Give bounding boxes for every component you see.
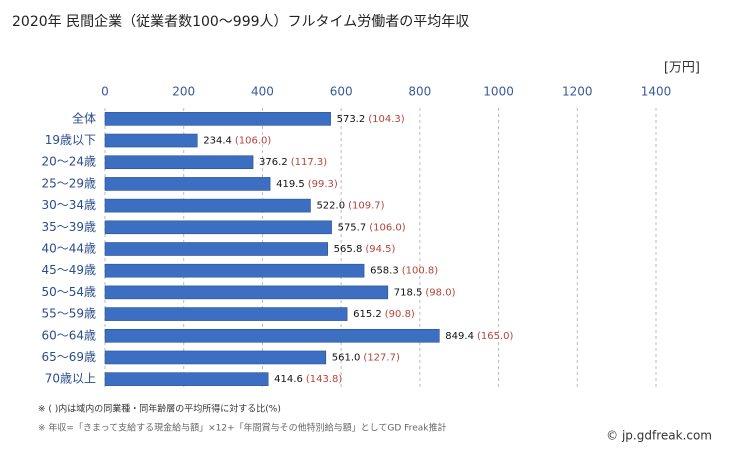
ratio-label: (94.5): [365, 244, 395, 255]
ratio-label: (106.0): [235, 136, 272, 147]
x-tick-label: 1200: [562, 85, 593, 99]
bar: [104, 220, 332, 235]
y-tick-label: 35～39歳: [41, 220, 96, 234]
y-tick-label: 30～34歳: [41, 198, 96, 212]
bar: [104, 198, 311, 213]
bar: [104, 177, 271, 191]
y-tick-label: 25～29歳: [41, 176, 96, 190]
chart-title: 2020年 民間企業（従業者数100～999人）フルタイム労働者の平均年収: [12, 13, 469, 30]
y-tick-label: 全体: [72, 110, 96, 125]
value-label: 615.2: [353, 309, 382, 320]
x-tick-label: 0: [101, 85, 109, 99]
ratio-label: (106.0): [369, 222, 406, 233]
ratio-label: (99.3): [308, 179, 338, 190]
x-tick-label: 600: [330, 85, 353, 99]
value-label: 419.5: [276, 179, 305, 190]
y-tick-label: 70歳以上: [45, 372, 96, 386]
bar: [104, 263, 365, 278]
ratio-label: (127.7): [363, 352, 400, 363]
bar: [104, 112, 331, 126]
ratio-label: (117.3): [291, 157, 328, 168]
y-tick-label: 20～24歳: [41, 155, 96, 169]
y-tick-label: 50～54歳: [41, 285, 96, 299]
ratio-label: (100.8): [402, 266, 439, 277]
ratio-label: (109.7): [348, 201, 385, 212]
bar: [104, 133, 198, 148]
credit: © jp.gdfreak.com: [606, 429, 712, 443]
bar: [104, 350, 327, 365]
y-tick-label: 45～49歳: [41, 263, 96, 277]
bar: [104, 155, 254, 170]
ratio-label: (143.8): [306, 374, 343, 385]
bar: [104, 328, 440, 343]
value-label: 575.7: [338, 222, 367, 233]
value-label: 573.2: [337, 114, 366, 125]
value-label: 234.4: [203, 136, 232, 147]
ratio-label: (165.0): [477, 331, 514, 342]
ratio-label: (104.3): [368, 114, 405, 125]
y-tick-label: 40～44歳: [41, 242, 96, 256]
value-label: 414.6: [274, 374, 303, 385]
value-label: 561.0: [332, 352, 361, 363]
bar: [104, 372, 269, 386]
ratio-label: (98.0): [425, 287, 455, 298]
x-tick-label: 400: [251, 85, 274, 99]
value-label: 718.5: [394, 287, 423, 298]
footnote: ※ ( )内は域内の同業種・同年齢層の平均所得に対する比(%): [38, 403, 281, 415]
value-label: 376.2: [259, 157, 288, 168]
y-tick-label: 65～69歳: [41, 350, 96, 364]
footnote: ※ 年収=「きまって支給する現金給与額」×12+「年間賞与その他特別給与額」とし…: [38, 422, 446, 434]
y-tick-label: 60～64歳: [41, 328, 96, 342]
value-label: 522.0: [316, 201, 345, 212]
value-label: 849.4: [445, 331, 474, 342]
y-tick-label: 55～59歳: [41, 307, 96, 321]
x-tick-label: 1000: [483, 85, 514, 99]
x-tick-label: 200: [172, 85, 195, 99]
value-label: 565.8: [334, 244, 363, 255]
x-tick-label: 1400: [641, 85, 672, 99]
unit-label: [万円]: [664, 61, 700, 76]
bar: [104, 285, 389, 300]
y-tick-label: 19歳以下: [45, 133, 96, 147]
value-label: 658.3: [370, 266, 399, 277]
bar: [104, 307, 348, 321]
ratio-label: (90.8): [385, 309, 415, 320]
x-tick-label: 800: [408, 85, 431, 99]
bar: [104, 242, 328, 256]
